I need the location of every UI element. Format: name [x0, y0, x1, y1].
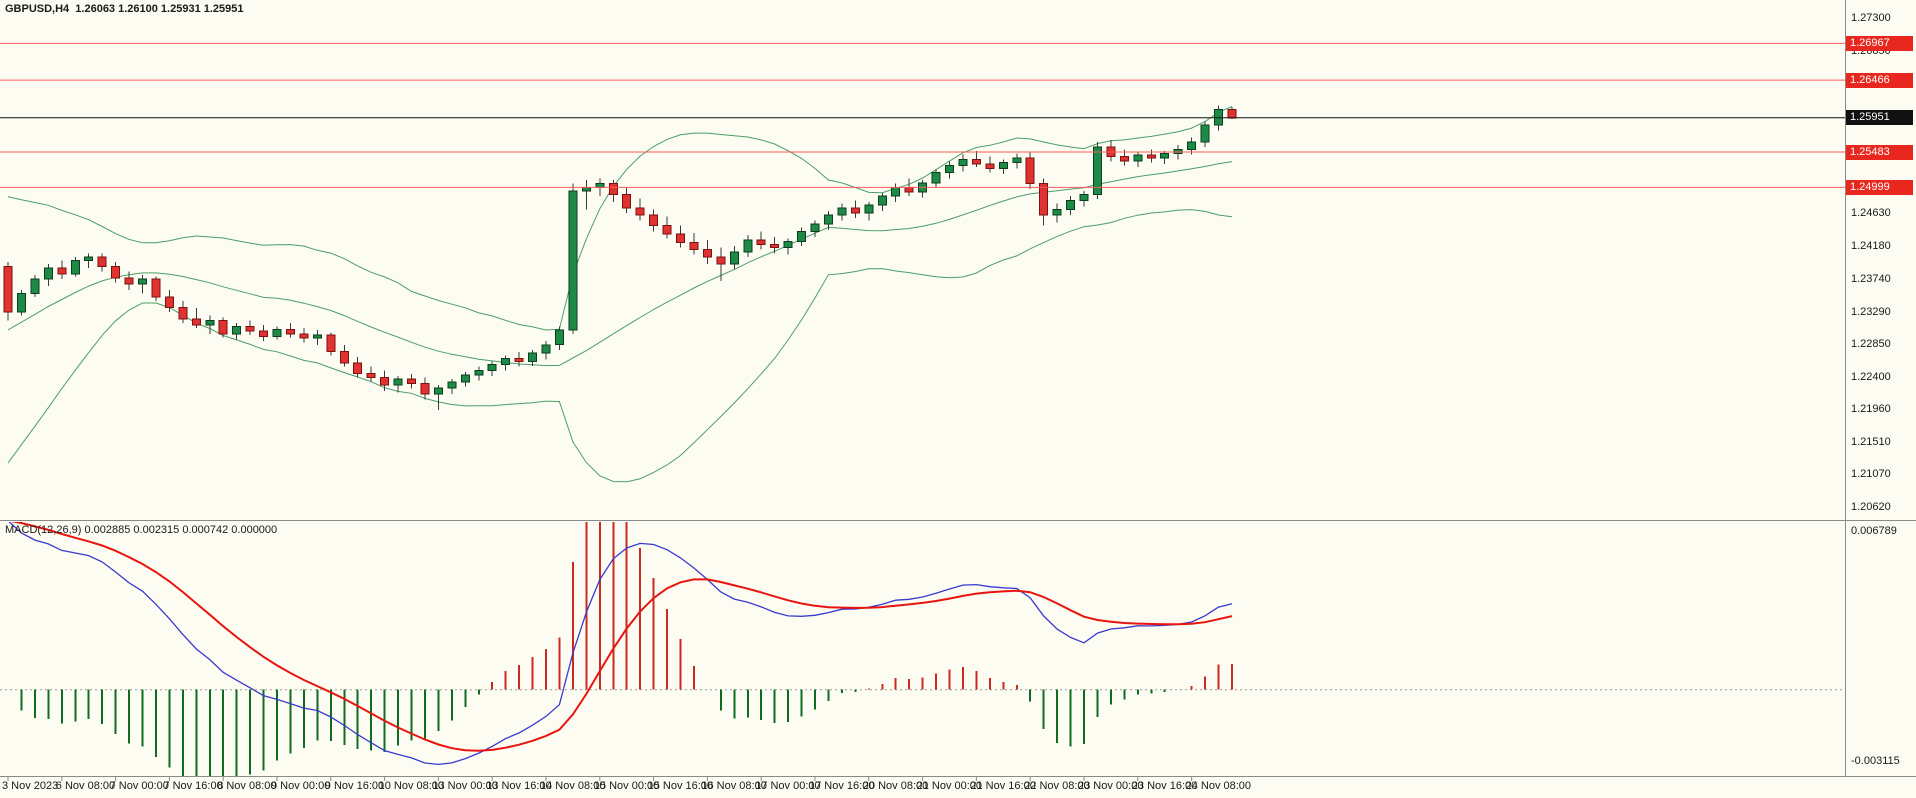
macd-indicator-readout: MACD(12,26,9) 0.002885 0.002315 0.000742…: [5, 524, 278, 536]
candlesticks: [3, 105, 1237, 410]
level-price-marker: 1.25483: [1846, 144, 1913, 160]
price-axis-label: 1.24630: [1851, 207, 1891, 220]
macd-panel: [0, 522, 1845, 776]
macd-axis-label: -0.003115: [1851, 755, 1900, 767]
time-axis-label: 6 Nov 08:00: [55, 780, 116, 792]
level-price-marker: 1.24999: [1846, 179, 1913, 195]
time-axis-label: 17 Nov 16:00: [809, 780, 875, 792]
macd-axis-label: 0.006789: [1851, 525, 1897, 537]
price-axis-label: 1.27300: [1851, 12, 1891, 24]
time-axis-label: 10 Nov 08:00: [378, 780, 445, 792]
time-axis-label: 15 Nov 00:00: [593, 780, 660, 792]
price-axis-label: 1.21070: [1851, 468, 1891, 481]
time-axis-label: 13 Nov 00:00: [432, 780, 498, 792]
time-axis-label: 3 Nov 2023: [2, 780, 59, 792]
time-axis-label: 22 Nov 08:00: [1024, 780, 1090, 792]
time-axis-label: 15 Nov 16:00: [647, 780, 714, 792]
level-price-marker: 1.26466: [1846, 72, 1913, 88]
macd-signal-line: [10, 522, 1233, 752]
price-axis-label: 1.21960: [1851, 402, 1891, 415]
price-axis-label: 1.24180: [1851, 240, 1891, 253]
time-axis-label: 9 Nov 00:00: [271, 780, 331, 792]
bollinger-lower-band: [7, 209, 1233, 483]
price-axis-label: 1.22850: [1851, 337, 1891, 350]
time-axis-label: 21 Nov 16:00: [970, 780, 1036, 792]
time-axis-label: 8 Nov 08:00: [217, 780, 277, 792]
time-axis-label: 23 Nov 16:00: [1131, 780, 1198, 792]
time-axis-label: 9 Nov 16:00: [324, 780, 385, 792]
symbol-ohlc-readout: GBPUSD,H4 1.26063 1.26100 1.25931 1.2595…: [5, 3, 244, 15]
time-axis-label: 7 Nov 00:00: [109, 780, 169, 792]
time-axis-label: 13 Nov 16:00: [486, 780, 552, 792]
price-axis-label: 1.23740: [1851, 272, 1891, 285]
time-ticks: [7, 776, 1193, 781]
time-axis-label: 20 Nov 08:00: [862, 780, 929, 792]
bollinger-upper-band: [7, 106, 1233, 331]
time-axis-label: 23 Nov 00:00: [1078, 780, 1144, 792]
price-axis-label: 1.20620: [1851, 501, 1891, 513]
time-axis-label: 7 Nov 16:00: [163, 780, 223, 792]
macd-main-line: [8, 522, 1233, 766]
price-axis-label: 1.21510: [1851, 435, 1891, 448]
price-axis-label: 1.22400: [1851, 370, 1891, 383]
time-axis-label: 17 Nov 00:00: [755, 780, 821, 792]
horizontal-level-lines[interactable]: [0, 42, 1845, 188]
level-price-marker: 1.26967: [1846, 35, 1913, 51]
bollinger-middle-band: [7, 161, 1233, 367]
time-axis-label: 16 Nov 08:00: [701, 780, 767, 792]
time-axis-label: 24 Nov 08:00: [1185, 780, 1252, 792]
price-axis-label: 1.23290: [1851, 305, 1891, 318]
bollinger-bands: [7, 106, 1233, 483]
time-axis-label: 21 Nov 00:00: [916, 780, 983, 792]
time-axis-label: 14 Nov 08:00: [540, 780, 606, 792]
current-price-marker: 1.25951: [1846, 110, 1913, 126]
